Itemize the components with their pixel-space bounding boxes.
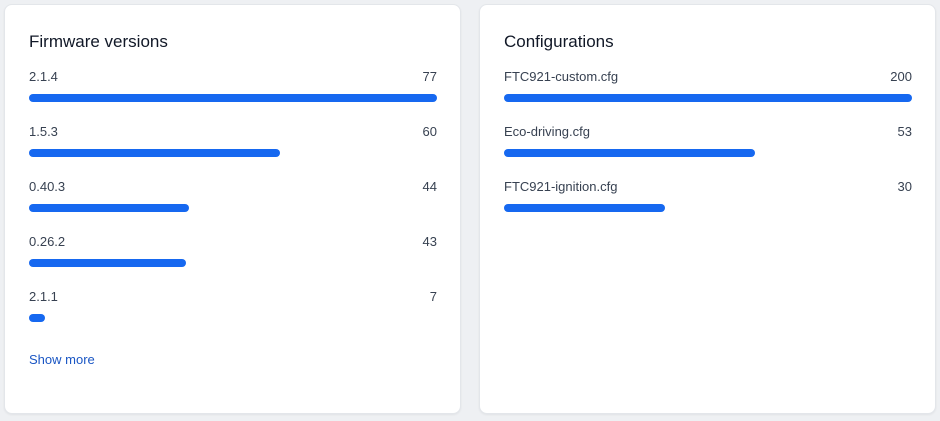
configurations-list: FTC921-custom.cfg 200 Eco-driving.cfg 53…	[504, 67, 912, 232]
configurations-card: Configurations FTC921-custom.cfg 200 Eco…	[479, 4, 936, 414]
list-item: 0.26.2 43	[29, 232, 437, 287]
bar-track	[504, 204, 912, 212]
configurations-title: Configurations	[504, 32, 614, 51]
configuration-label: FTC921-custom.cfg	[504, 69, 619, 84]
firmware-version-bar	[29, 314, 46, 322]
configuration-count: 53	[897, 124, 912, 139]
firmware-versions-list: 2.1.4 77 1.5.3 60 0.40.3 44 0.26.2 43 2.…	[29, 67, 437, 342]
firmware-version-label: 2.1.1	[29, 289, 58, 304]
firmware-version-bar	[29, 149, 280, 157]
firmware-version-bar	[29, 259, 187, 267]
list-item: 2.1.4 77	[29, 67, 437, 122]
list-item: 1.5.3 60	[29, 122, 437, 177]
configuration-bar	[504, 94, 912, 102]
firmware-version-count: 7	[429, 289, 437, 304]
firmware-version-bar	[29, 204, 190, 212]
bar-track	[29, 314, 437, 322]
firmware-version-label: 2.1.4	[29, 69, 58, 84]
firmware-versions-title: Firmware versions	[29, 32, 168, 51]
firmware-version-count: 44	[422, 179, 437, 194]
list-item: Eco-driving.cfg 53	[504, 122, 912, 177]
show-more-link[interactable]: Show more	[29, 352, 95, 367]
configuration-count: 200	[890, 69, 912, 84]
firmware-version-label: 0.40.3	[29, 179, 66, 194]
bar-track	[29, 259, 437, 267]
list-item: FTC921-ignition.cfg 30	[504, 177, 912, 232]
list-item: 2.1.1 7	[29, 287, 437, 342]
list-item: 0.40.3 44	[29, 177, 437, 232]
firmware-version-count: 60	[422, 124, 437, 139]
firmware-version-label: 1.5.3	[29, 124, 58, 139]
bar-track	[504, 94, 912, 102]
firmware-versions-card: Firmware versions 2.1.4 77 1.5.3 60 0.40…	[4, 4, 461, 414]
configuration-label: FTC921-ignition.cfg	[504, 179, 618, 194]
configuration-count: 30	[897, 179, 912, 194]
bar-track	[29, 149, 437, 157]
bar-track	[29, 204, 437, 212]
configuration-bar	[504, 204, 666, 212]
configuration-label: Eco-driving.cfg	[504, 124, 590, 139]
list-item: FTC921-custom.cfg 200	[504, 67, 912, 122]
firmware-version-label: 0.26.2	[29, 234, 66, 249]
firmware-version-bar	[29, 94, 437, 102]
configuration-bar	[504, 149, 755, 157]
bar-track	[29, 94, 437, 102]
firmware-version-count: 77	[422, 69, 437, 84]
bar-track	[504, 149, 912, 157]
firmware-version-count: 43	[422, 234, 437, 249]
